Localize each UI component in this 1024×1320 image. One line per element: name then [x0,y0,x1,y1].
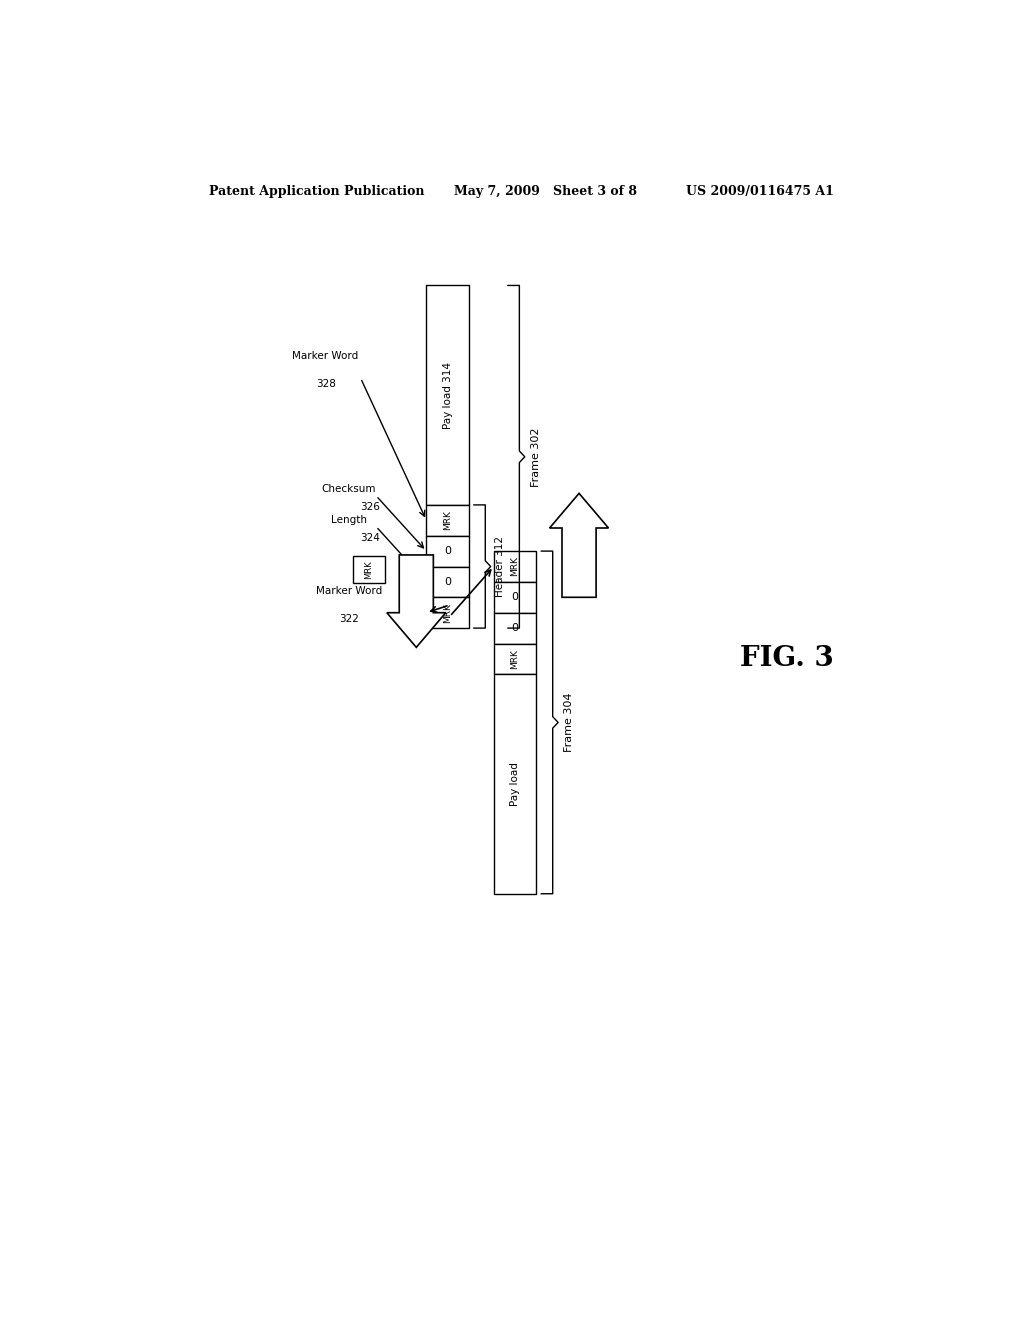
Text: Header 312: Header 312 [495,536,505,597]
Text: Checksum: Checksum [322,484,376,495]
Text: Frame 302: Frame 302 [531,428,541,487]
Text: 0: 0 [444,546,452,556]
Text: Pay load: Pay load [510,762,520,807]
Text: 0: 0 [444,577,452,587]
Text: US 2009/0116475 A1: US 2009/0116475 A1 [686,185,834,198]
Text: MRK: MRK [443,603,453,623]
Text: Length: Length [331,515,367,525]
Text: Frame 304: Frame 304 [564,693,574,752]
Bar [494,582,537,612]
Text: 326: 326 [360,502,381,512]
Polygon shape [387,554,445,647]
Text: 0: 0 [512,593,518,602]
Text: 0: 0 [512,623,518,634]
Text: 324: 324 [360,533,381,543]
Bar [426,597,469,628]
Bar [494,675,537,894]
Bar [426,504,469,536]
Bar [352,557,385,583]
Text: Pay load 314: Pay load 314 [442,362,453,429]
Text: 328: 328 [315,379,336,389]
Text: Marker Word: Marker Word [315,586,382,595]
Bar [494,612,537,644]
Text: May 7, 2009   Sheet 3 of 8: May 7, 2009 Sheet 3 of 8 [454,185,637,198]
Bar [494,552,537,582]
Text: 322: 322 [339,614,358,624]
Bar [426,566,469,598]
Bar [494,644,537,675]
Text: MRK: MRK [511,557,519,577]
Text: MRK: MRK [511,649,519,669]
Polygon shape [550,494,608,598]
Bar [426,536,469,566]
Text: Patent Application Publication: Patent Application Publication [209,185,425,198]
Text: Marker Word: Marker Word [293,351,358,360]
Text: MRK: MRK [365,561,374,579]
Bar [426,285,469,506]
Text: MRK: MRK [443,511,453,531]
Text: FIG. 3: FIG. 3 [740,645,834,672]
